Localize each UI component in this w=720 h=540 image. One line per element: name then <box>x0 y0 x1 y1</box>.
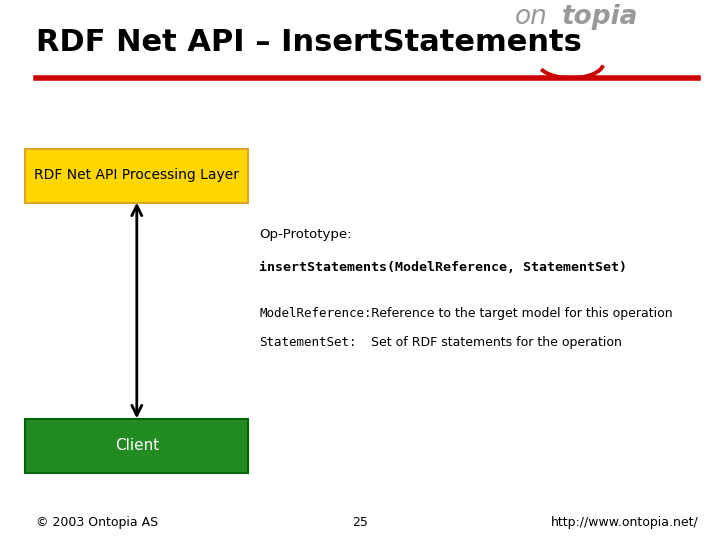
Text: StatementSet:: StatementSet: <box>259 336 356 349</box>
Text: RDF Net API – InsertStatements: RDF Net API – InsertStatements <box>36 28 582 57</box>
FancyBboxPatch shape <box>25 148 248 202</box>
FancyBboxPatch shape <box>25 418 248 472</box>
Text: on: on <box>515 4 548 30</box>
Text: http://www.ontopia.net/: http://www.ontopia.net/ <box>551 516 698 529</box>
Text: topia: topia <box>562 4 638 30</box>
Text: RDF Net API Processing Layer: RDF Net API Processing Layer <box>35 168 239 183</box>
Text: Reference to the target model for this operation: Reference to the target model for this o… <box>371 307 672 320</box>
Text: © 2003 Ontopia AS: © 2003 Ontopia AS <box>36 516 158 529</box>
Text: ModelReference:: ModelReference: <box>259 307 372 320</box>
Text: Set of RDF statements for the operation: Set of RDF statements for the operation <box>371 336 621 349</box>
Text: Op-Prototype:: Op-Prototype: <box>259 228 351 241</box>
Text: Client: Client <box>114 438 159 453</box>
Text: insertStatements(ModelReference, StatementSet): insertStatements(ModelReference, Stateme… <box>259 261 627 274</box>
Text: 25: 25 <box>352 516 368 529</box>
